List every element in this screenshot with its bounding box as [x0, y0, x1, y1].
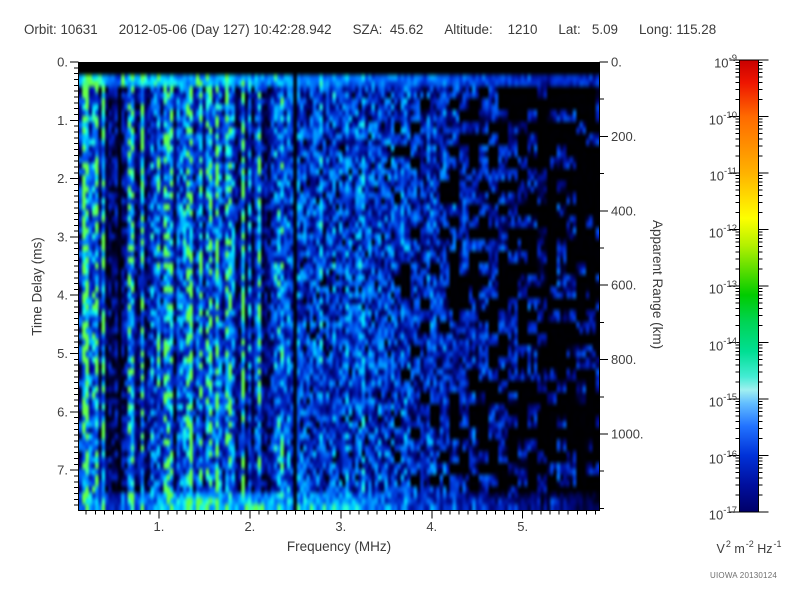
x-axis-tick-label: 3.: [335, 519, 346, 534]
y-axis-tick-label: 4.: [57, 288, 68, 303]
y2-axis-tick-label: 400.: [611, 203, 636, 218]
y-axis-tick-label: 5.: [57, 346, 68, 361]
colorbar-tick-label: 10-9: [714, 53, 737, 71]
header-datetime: 2012-05-06 (Day 127) 10:42:28.942: [118, 22, 332, 37]
header-info: Orbit: 10631 2012-05-06 (Day 127) 10:42:…: [24, 22, 716, 37]
colorbar-tick-label: 10-11: [709, 166, 738, 184]
colorbar-tick-label: 10-15: [708, 392, 737, 410]
x-axis-tick-label: 2.: [244, 519, 255, 534]
x-axis-tick-label: 4.: [426, 519, 437, 534]
colorbar-tick-label: 10-13: [708, 279, 737, 297]
y-axis-tick-label: 7.: [57, 463, 68, 478]
y2-axis-tick-label: 200.: [611, 129, 636, 144]
colorbar-units-label: V2 m-2 Hz-1: [716, 539, 782, 557]
x-axis-tick-label: 1.: [154, 519, 165, 534]
colorbar-tick-label: 10-10: [708, 109, 737, 127]
credit-text: UIOWA 20130124: [710, 571, 777, 580]
header-sza: SZA: 45.62: [352, 22, 424, 37]
header-altitude: Altitude: 1210: [444, 22, 538, 37]
header-lat: Lat: 5.09: [558, 22, 618, 37]
header-orbit: Orbit: 10631: [24, 22, 98, 37]
colorbar-tick-label: 10-16: [708, 448, 737, 466]
y2-axis-tick-label: 1000.: [611, 426, 644, 441]
y2-axis-tick-label: 600.: [611, 278, 636, 293]
y-axis-tick-label: 3.: [57, 229, 68, 244]
colorbar: [739, 59, 759, 513]
x-axis-title: Frequency (MHz): [286, 539, 392, 554]
y2-axis-title: Apparent Range (km): [650, 220, 665, 350]
colorbar-tick-label: 10-14: [708, 335, 737, 353]
ionogram-heatmap: [79, 63, 599, 510]
y2-axis-tick-label: 0.: [611, 55, 622, 70]
colorbar-tick-label: 10-17: [708, 505, 737, 523]
y-axis-title: Time Delay (ms): [29, 237, 45, 336]
y-axis-tick-label: 6.: [57, 404, 68, 419]
y-axis-tick-label: 2.: [57, 171, 68, 186]
colorbar-tick-label: 10-12: [708, 222, 737, 240]
y-axis-tick-label: 1.: [57, 113, 68, 128]
y2-axis-tick-label: 800.: [611, 352, 636, 367]
y-axis-tick-label: 0.: [57, 55, 68, 70]
x-axis-tick-label: 5.: [517, 519, 528, 534]
header-long: Long: 115.28: [638, 22, 717, 37]
